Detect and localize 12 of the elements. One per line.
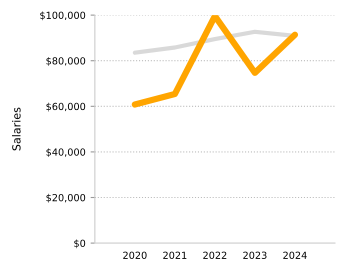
x-tick-label: 2023: [243, 252, 267, 259]
y-tick-label: $60,000: [46, 102, 86, 112]
y-tick-label: $100,000: [40, 11, 86, 20]
y-tick-label: $80,000: [46, 57, 86, 66]
y-tick-label: $20,000: [46, 194, 86, 203]
x-tick-label: 2021: [163, 252, 186, 259]
x-tick-label: 2024: [283, 252, 307, 259]
y-tick-label: $0: [74, 239, 86, 248]
y-axis-title: Salaries: [12, 108, 21, 150]
y-tick-label: $40,000: [46, 148, 86, 158]
x-tick-label: 2020: [123, 252, 147, 259]
x-tick-label: 2022: [203, 252, 226, 259]
